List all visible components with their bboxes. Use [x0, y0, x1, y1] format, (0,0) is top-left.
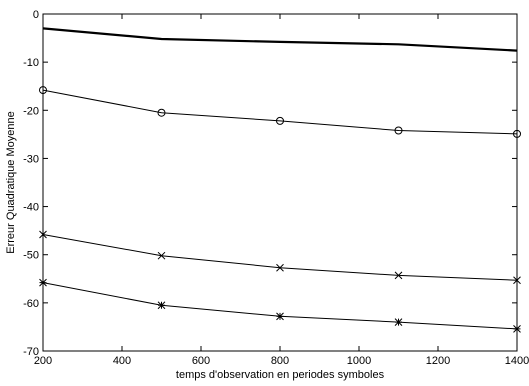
y-tick-label: 0 — [33, 9, 39, 21]
axes — [42, 13, 518, 352]
data-point — [394, 318, 403, 326]
series-2 — [39, 86, 521, 138]
data-point — [276, 312, 284, 321]
data-point — [276, 116, 284, 125]
x-tick-label: 400 — [113, 355, 131, 367]
data-point — [157, 251, 166, 260]
series-line — [42, 282, 518, 330]
data-point — [513, 276, 521, 285]
data-point — [157, 108, 166, 117]
y-tick-label: -40 — [23, 202, 39, 214]
data-point — [513, 325, 521, 333]
data-point — [394, 271, 403, 280]
series-3 — [39, 230, 521, 285]
data-point — [39, 230, 47, 239]
y-axis-label: Erreur Quadratique Moyenne — [5, 111, 17, 253]
series-line — [42, 27, 518, 52]
x-tick-label: 1200 — [426, 355, 450, 367]
x-axis-label: temps d'observation en periodes symboles — [176, 369, 385, 381]
plot-frame — [42, 13, 518, 352]
y-tick-label: -50 — [23, 250, 39, 262]
data-point — [39, 86, 47, 95]
series-1 — [42, 27, 518, 52]
data-point — [513, 129, 521, 138]
ticks: 200 400 600 800 1000 1200 1400 0 -10 -20 -30 -40 -50… — [23, 9, 529, 367]
y-tick-label: -60 — [23, 298, 39, 310]
series — [39, 27, 521, 333]
y-tick-label: -10 — [23, 57, 39, 69]
series-line — [42, 89, 518, 135]
x-tick-label: 600 — [192, 355, 210, 367]
data-point — [276, 263, 284, 272]
data-point — [394, 126, 403, 135]
y-tick-label: -20 — [23, 105, 39, 117]
series-line — [42, 234, 518, 281]
x-tick-label: 1400 — [505, 355, 529, 367]
y-tick-label: -70 — [23, 346, 39, 358]
data-point — [157, 301, 166, 310]
x-tick-label: 200 — [34, 355, 52, 367]
series-4 — [39, 278, 521, 333]
y-tick-label: -30 — [23, 153, 39, 165]
data-point — [39, 278, 47, 287]
x-tick-label: 1000 — [347, 355, 371, 367]
x-tick-label: 800 — [271, 355, 289, 367]
